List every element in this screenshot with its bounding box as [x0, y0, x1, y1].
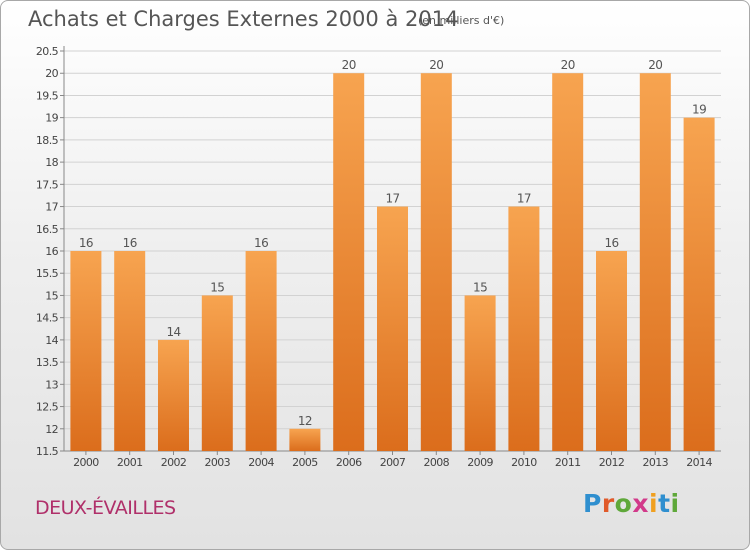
logo-letter: o [614, 489, 633, 518]
proxiti-logo: Proxiti [583, 489, 680, 518]
logo-letter: P [583, 489, 602, 518]
bar-2013 [639, 73, 671, 451]
bar-value-label: 16 [254, 236, 268, 250]
x-tick-label: 2011 [555, 456, 581, 469]
bar-value-label: 15 [473, 280, 487, 294]
y-tick-label: 12.5 [36, 401, 59, 414]
bar-2009 [464, 295, 496, 451]
y-tick-label: 20.5 [36, 45, 59, 58]
bar-value-label: 19 [692, 103, 706, 117]
chart-title: Achats et Charges Externes 2000 à 2014 [28, 7, 459, 31]
x-tick-label: 2009 [467, 456, 493, 469]
bar-value-label: 20 [648, 58, 662, 72]
bar-2006 [333, 73, 365, 451]
y-tick-label: 20 [45, 67, 58, 80]
bar-value-label: 20 [429, 58, 443, 72]
bar-value-label: 17 [385, 192, 399, 206]
bar-2010 [508, 206, 540, 451]
bar-value-label: 20 [342, 58, 356, 72]
y-tick-label: 16 [45, 245, 58, 258]
bar-value-label: 17 [517, 192, 531, 206]
y-tick-label: 13 [45, 378, 58, 391]
labels: 11.5 12 12.5 13 13.5 14 14.5 15 15.5 16 16.5 17 17.5… [36, 45, 713, 469]
x-tick-label: 2000 [73, 456, 99, 469]
bar-2014 [683, 117, 715, 452]
x-tick-label: 2004 [248, 456, 274, 469]
x-tick-label: 2013 [642, 456, 668, 469]
bar-value-label: 12 [298, 414, 312, 428]
x-tick-label: 2002 [161, 456, 187, 469]
x-tick-label: 2005 [292, 456, 318, 469]
bar-value-label: 15 [210, 280, 224, 294]
x-tick-label: 2008 [423, 456, 449, 469]
bars [70, 73, 715, 452]
logo-letter: i [649, 489, 659, 518]
y-tick-label: 18 [45, 156, 58, 169]
bar-value-label: 20 [561, 58, 575, 72]
y-tick-label: 17 [45, 201, 58, 214]
bar-2011 [552, 73, 584, 451]
y-tick-label: 19.5 [36, 89, 59, 102]
y-tick-label: 15 [45, 289, 58, 302]
x-tick-label: 2006 [336, 456, 362, 469]
y-tick-label: 12 [45, 423, 58, 436]
x-tick-label: 2007 [380, 456, 406, 469]
y-tick-label: 16.5 [36, 223, 59, 236]
x-tick-label: 2014 [686, 456, 712, 469]
bar-2007 [377, 206, 408, 451]
unit-label: (en milliers d'€) [418, 14, 505, 27]
bar-value-label: 16 [79, 236, 93, 250]
y-tick-label: 18.5 [36, 134, 59, 147]
y-tick-label: 15.5 [36, 267, 59, 280]
bar-2004 [245, 251, 277, 451]
bar-2002 [158, 339, 189, 451]
logo-letter: i [670, 489, 680, 518]
y-tick-label: 11.5 [36, 445, 59, 458]
x-tick-label: 2003 [204, 456, 230, 469]
logo-letter: r [601, 489, 615, 518]
x-tick-label: 2012 [599, 456, 625, 469]
bar-2012 [596, 251, 627, 451]
x-tick-label: 2001 [117, 456, 143, 469]
y-tick-label: 19 [45, 112, 58, 125]
bar-2005 [289, 428, 321, 451]
y-tick-label: 14.5 [36, 312, 59, 325]
bar-2008 [420, 73, 452, 451]
commune-name: DEUX-ÉVAILLES [35, 497, 176, 519]
logo-letter: x [632, 489, 649, 518]
bar-value-label: 16 [604, 236, 618, 250]
y-tick-label: 14 [45, 334, 58, 347]
bar-value-label: 16 [123, 236, 137, 250]
bar-2001 [114, 251, 146, 451]
bar-2003 [201, 295, 233, 451]
y-tick-label: 13.5 [36, 356, 59, 369]
logo-letter: t [658, 489, 671, 518]
x-tick-label: 2010 [511, 456, 537, 469]
bar-2000 [70, 251, 102, 451]
y-tick-label: 17.5 [36, 178, 59, 191]
bar-value-label: 14 [166, 325, 180, 339]
